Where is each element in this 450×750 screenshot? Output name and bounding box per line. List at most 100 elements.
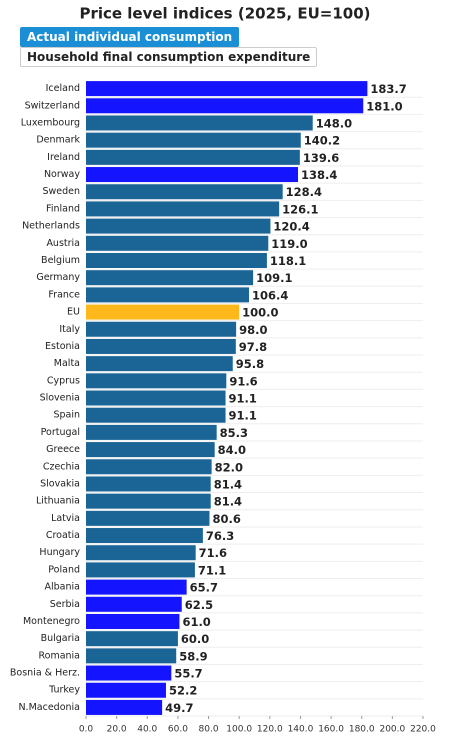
bar: [86, 356, 233, 372]
bar: [86, 304, 240, 320]
value-label: 81.4: [214, 477, 242, 491]
bar: [86, 98, 364, 114]
bar: [86, 510, 210, 526]
y-tick-label: Germany: [36, 272, 80, 283]
value-label: 98.0: [239, 323, 267, 337]
value-label: 100.0: [242, 306, 278, 320]
bar: [86, 631, 178, 647]
value-label: 181.0: [366, 99, 402, 113]
toggle-button[interactable]: Actual individual consumption: [20, 27, 240, 47]
value-label: 140.2: [304, 134, 340, 148]
bar: [86, 390, 226, 406]
y-tick-label: Czechia: [43, 461, 80, 472]
y-tick-label: Finland: [46, 203, 80, 214]
bar: [86, 579, 187, 595]
bar: [86, 476, 211, 492]
y-tick-label: Slovenia: [40, 393, 80, 404]
bar: [86, 682, 166, 698]
x-tick-label: 220.0: [410, 725, 436, 735]
bar: [86, 545, 196, 561]
chart-title: Price level indices (2025, EU=100): [79, 5, 370, 23]
value-label: 148.0: [316, 116, 352, 130]
value-label: 126.1: [282, 202, 318, 216]
bar: [86, 184, 283, 200]
value-label: 49.7: [165, 701, 193, 715]
bar: [86, 252, 267, 268]
y-tick-label: Bulgaria: [41, 633, 80, 644]
y-tick-label: EU: [67, 307, 80, 318]
y-tick-label: Austria: [46, 238, 80, 249]
value-label: 91.1: [229, 392, 257, 406]
value-label: 106.4: [252, 288, 288, 302]
bar: [86, 218, 271, 234]
x-tick-label: 180.0: [349, 725, 375, 735]
x-tick-label: 100.0: [226, 725, 252, 735]
y-tick-label: Poland: [48, 564, 80, 575]
value-label: 84.0: [218, 443, 246, 457]
y-tick-label: Romania: [38, 650, 80, 661]
value-label: 183.7: [370, 82, 406, 96]
bar: [86, 201, 280, 217]
y-tick-label: Estonia: [45, 341, 80, 352]
y-tick-label: Serbia: [50, 599, 80, 610]
bar: [86, 493, 211, 509]
y-tick-label: Hungary: [39, 547, 80, 558]
bar: [86, 115, 313, 131]
bar: [86, 235, 269, 251]
x-tick-label: 200.0: [379, 725, 405, 735]
y-tick-label: Switzerland: [25, 100, 80, 111]
bar: [86, 459, 212, 475]
value-label: 128.4: [286, 185, 322, 199]
bar: [86, 338, 236, 354]
value-label: 85.3: [220, 426, 248, 440]
value-label: 91.1: [229, 409, 257, 423]
x-tick-label: 20.0: [107, 725, 127, 735]
value-label: 120.4: [273, 220, 309, 234]
value-label: 71.6: [199, 546, 227, 560]
y-tick-label: Croatia: [46, 530, 80, 541]
y-tick-label: Malta: [54, 358, 80, 369]
bar: [86, 407, 226, 423]
y-tick-label: Lithuania: [36, 496, 80, 507]
x-tick-label: 60.0: [168, 725, 188, 735]
x-tick-label: 120.0: [257, 725, 283, 735]
value-label: 139.6: [303, 151, 339, 165]
bar: [86, 373, 227, 389]
y-tick-label: Portugal: [41, 427, 80, 438]
value-label: 118.1: [270, 254, 306, 268]
value-label: 65.7: [190, 581, 218, 595]
y-tick-label: Belgium: [41, 255, 80, 266]
bar: [86, 424, 217, 440]
value-label: 95.8: [236, 357, 264, 371]
y-tick-label: Norway: [44, 169, 80, 180]
value-label: 97.8: [239, 340, 267, 354]
value-label: 60.0: [181, 632, 209, 646]
bar: [86, 149, 300, 165]
value-label: 58.9: [179, 649, 207, 663]
x-tick-label: 80.0: [199, 725, 219, 735]
bar: [86, 270, 254, 286]
bar: [86, 562, 195, 578]
x-tick-label: 40.0: [137, 725, 157, 735]
bar: [86, 528, 203, 544]
y-tick-label: Spain: [53, 410, 80, 421]
y-tick-label: Slovakia: [40, 478, 80, 489]
bar: [86, 132, 301, 148]
bar: [86, 665, 172, 681]
bar: [86, 613, 180, 629]
bar: [86, 442, 215, 458]
y-tick-label: Montenegro: [23, 616, 80, 627]
y-tick-label: Denmark: [36, 135, 80, 146]
y-tick-label: France: [48, 289, 80, 300]
value-label: 91.6: [229, 374, 257, 388]
y-tick-label: Latvia: [51, 513, 80, 524]
value-label: 82.0: [215, 460, 243, 474]
x-tick-label: 160.0: [318, 725, 344, 735]
value-label: 80.6: [212, 512, 240, 526]
y-tick-label: Bosnia & Herz.: [10, 668, 80, 679]
y-tick-label: Sweden: [42, 186, 80, 197]
toggle-button[interactable]: Household final consumption expenditure: [20, 47, 318, 67]
value-label: 119.0: [271, 237, 307, 251]
